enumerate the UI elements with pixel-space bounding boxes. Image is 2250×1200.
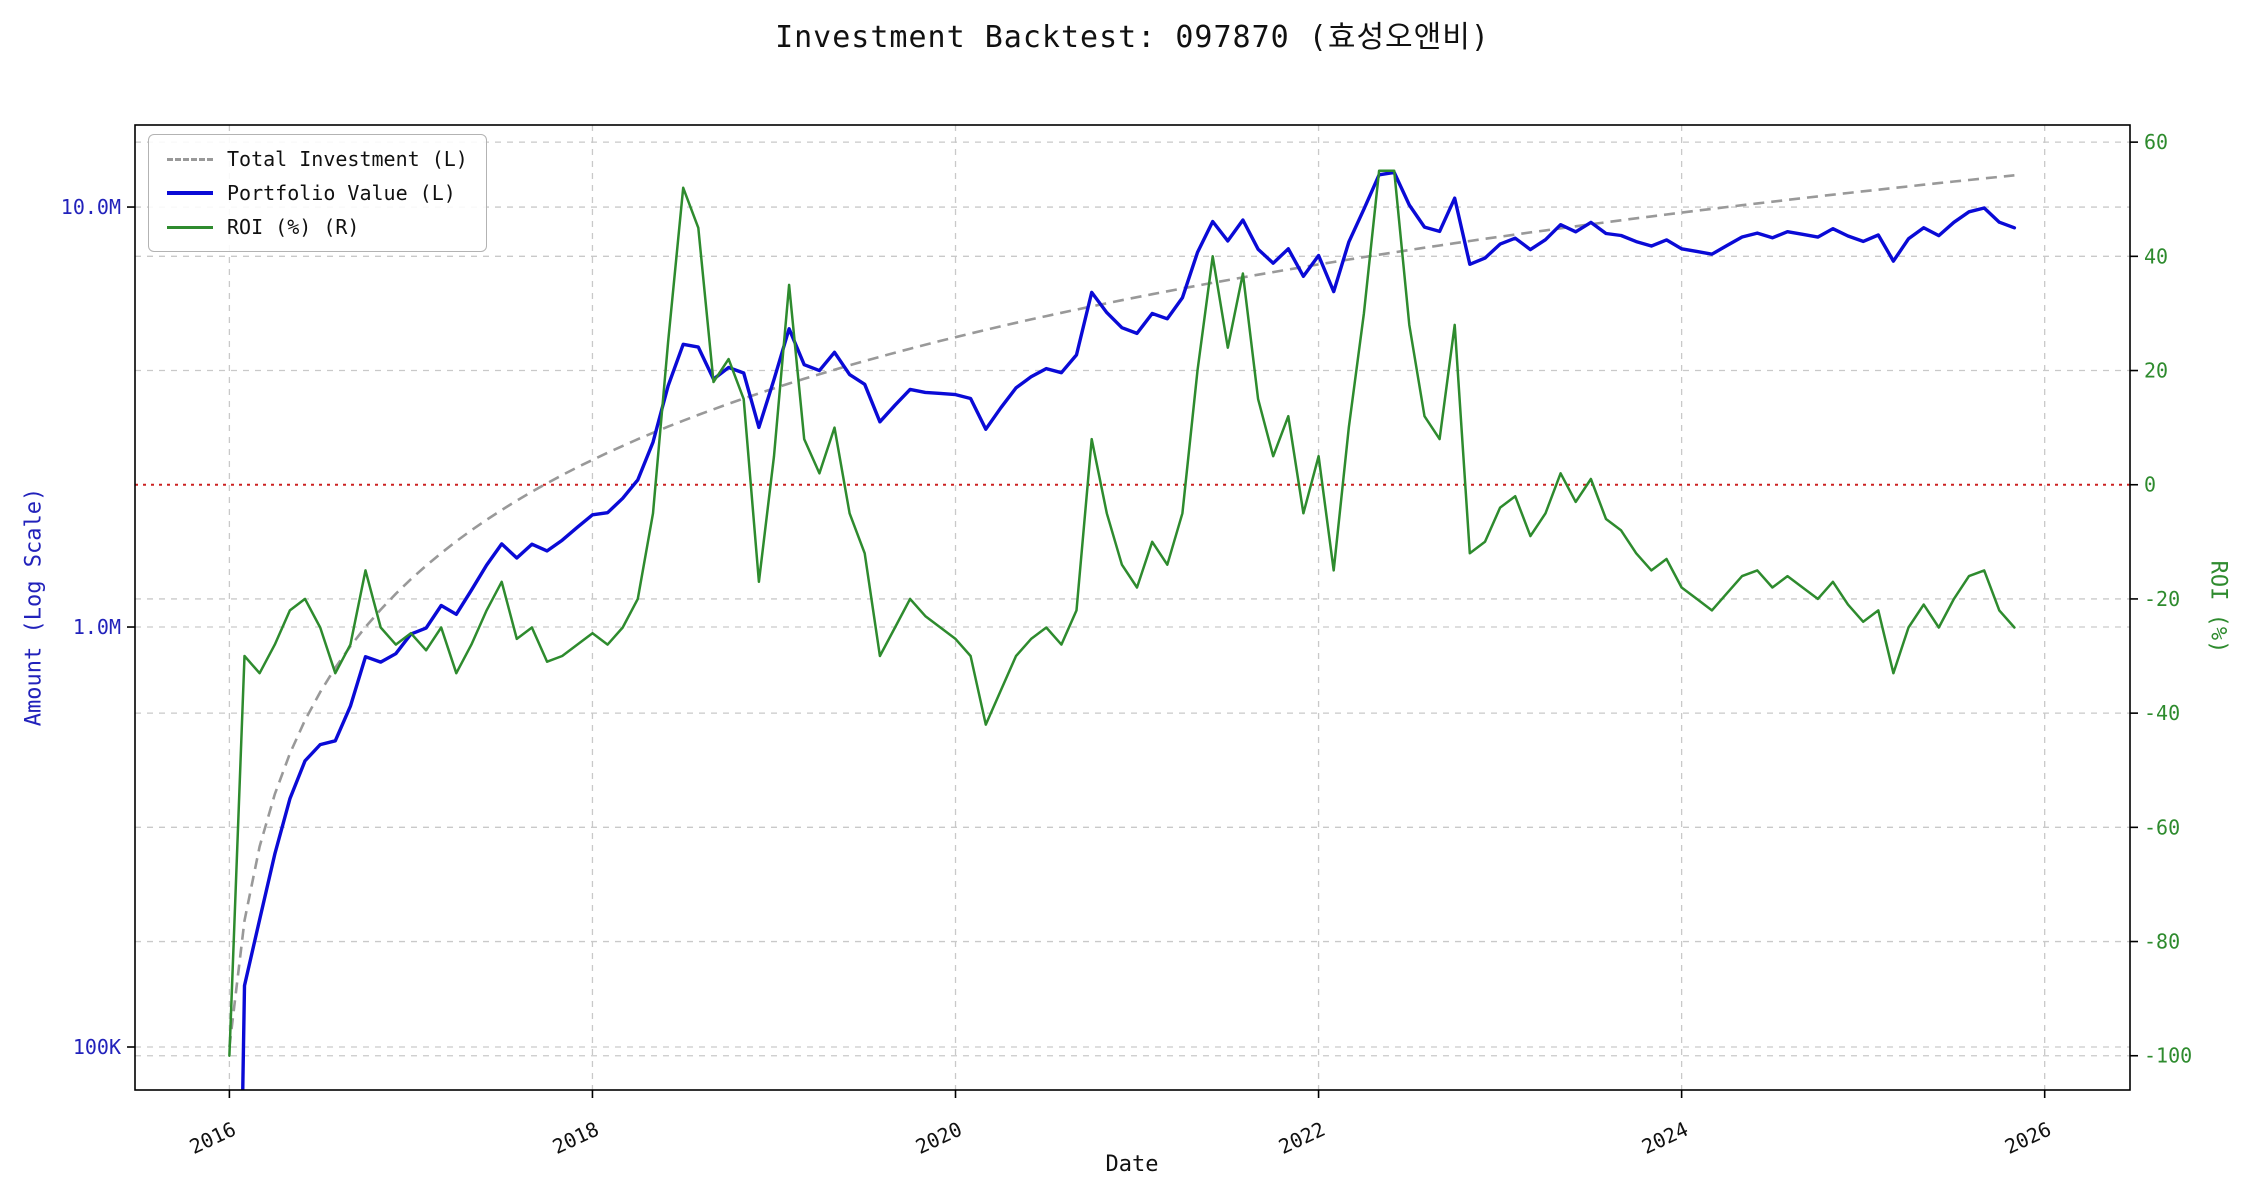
right-axis-tick-label: -100 bbox=[2144, 1044, 2192, 1068]
x-axis-tick-label: 2018 bbox=[549, 1117, 603, 1159]
left-axis-tick-label: 100K bbox=[73, 1035, 121, 1059]
x-axis-tick-label: 2024 bbox=[1638, 1117, 1692, 1159]
x-axis-tick-label: 2026 bbox=[2001, 1117, 2055, 1159]
chart-title: Investment Backtest: 097870 (효성오앤비) bbox=[775, 20, 1490, 55]
total-investment-line bbox=[228, 174, 2015, 1048]
investment-dashed-line-swatch bbox=[167, 157, 213, 161]
chart-legend: Total Investment (L) Portfolio Value (L)… bbox=[148, 134, 487, 252]
right-axis-tick-label: 60 bbox=[2144, 130, 2168, 154]
right-axis-tick-label: -20 bbox=[2144, 587, 2180, 611]
right-axis-tick-label: -60 bbox=[2144, 815, 2180, 839]
x-axis-tick-label: 2022 bbox=[1275, 1117, 1329, 1159]
right-axis-tick-label: 40 bbox=[2144, 244, 2168, 268]
legend-label-portfolio-value: Portfolio Value (L) bbox=[227, 181, 456, 205]
right-axis-tick-label: 0 bbox=[2144, 473, 2156, 497]
legend-item-roi: ROI (%) (R) bbox=[167, 215, 468, 239]
legend-item-portfolio-value: Portfolio Value (L) bbox=[167, 181, 468, 205]
portfolio-value-line bbox=[241, 170, 2017, 1090]
plot-border bbox=[134, 124, 2131, 1091]
x-axis-label: Date bbox=[1105, 1152, 1159, 1177]
left-axis-label: Amount (Log Scale) bbox=[21, 487, 47, 727]
right-axis-tick-label: -40 bbox=[2144, 701, 2180, 725]
series-group bbox=[228, 169, 2017, 1090]
legend-label-roi: ROI (%) (R) bbox=[227, 215, 360, 239]
roi-line bbox=[228, 169, 2016, 1057]
left-axis-tick-label: 10.0M bbox=[61, 195, 121, 219]
right-axis-tick-label: 20 bbox=[2144, 359, 2168, 383]
x-axis-tick-label: 2020 bbox=[912, 1117, 966, 1159]
x-axis-tick-label: 2016 bbox=[186, 1117, 240, 1159]
left-axis-tick-label: 1.0M bbox=[73, 615, 121, 639]
roi-line-swatch bbox=[167, 225, 213, 229]
right-axis-label: ROI (%) bbox=[2205, 560, 2231, 654]
portfolio-line-swatch bbox=[167, 191, 213, 195]
legend-label-total-investment: Total Investment (L) bbox=[227, 147, 468, 171]
legend-item-total-investment: Total Investment (L) bbox=[167, 147, 468, 171]
right-axis-tick-label: -80 bbox=[2144, 930, 2180, 954]
